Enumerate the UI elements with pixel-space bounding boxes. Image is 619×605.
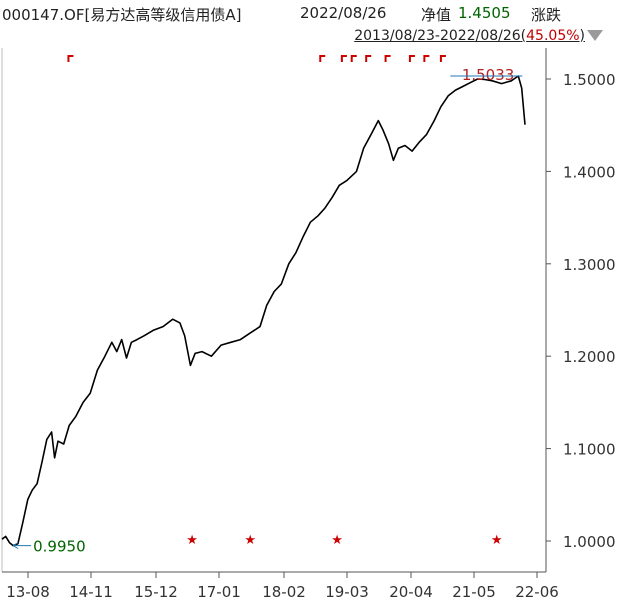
y-tick-label: 1.3000 [563, 256, 616, 274]
x-axis-ticks: 13-08 14-11 15-12 17-01 18-02 19-03 20-04 21-05… [6, 572, 559, 601]
x-tick-label: 19-03 [325, 583, 369, 601]
min-value-label: 0.9950 [33, 538, 85, 556]
y-tick-label: 1.2000 [563, 348, 616, 366]
x-tick-label: 17-01 [197, 583, 241, 601]
max-value-label: 1.5033 [462, 66, 515, 84]
date-range-selector[interactable]: 2013/08/23-2022/08/26(45.05%) [354, 28, 585, 44]
date-range-text: 2013/08/23-2022/08/26 [354, 28, 521, 44]
dividend-marker [319, 55, 326, 62]
chart-header: 000147.OF[易方达高等级信用债A] 2022/08/26 净值 1.45… [0, 0, 619, 26]
range-pct-close: ) [579, 28, 585, 44]
event-markers: ★ ★ ★ ★ [67, 55, 503, 548]
range-pct-open: ( [520, 28, 527, 44]
y-axis-ticks: 1.5000 1.4000 1.3000 1.2000 1.1000 1.0000 [546, 71, 616, 551]
dividend-marker [408, 55, 415, 62]
x-tick-label: 20-04 [389, 583, 433, 601]
star-marker: ★ [491, 533, 503, 548]
min-pointer-arrow [12, 542, 19, 550]
dividend-marker [350, 55, 357, 62]
dividend-marker [439, 55, 446, 62]
nav-label: 净值 [421, 6, 452, 24]
axes [1, 48, 547, 573]
dividend-marker [384, 55, 391, 62]
x-tick-label: 13-08 [6, 583, 50, 601]
change-label: 涨跌 [531, 6, 562, 24]
dividend-marker [365, 55, 372, 62]
x-tick-label: 15-12 [134, 583, 178, 601]
y-tick-label: 1.5000 [563, 71, 616, 89]
y-tick-label: 1.0000 [563, 533, 616, 551]
annotations: 1.5033 0.9950 [12, 66, 523, 556]
y-tick-label: 1.1000 [563, 441, 616, 459]
fund-title: 000147.OF[易方达高等级信用债A] [2, 6, 242, 24]
nav-series-line [1, 75, 526, 547]
range-return-pct: 45.05% [526, 28, 580, 44]
star-marker: ★ [186, 533, 198, 548]
x-tick-label: 18-02 [262, 583, 306, 601]
x-tick-label: 14-11 [69, 583, 113, 601]
dividend-marker [340, 55, 347, 62]
quote-date: 2022/08/26 [300, 4, 387, 22]
x-tick-label: 22-06 [515, 583, 559, 601]
dividend-marker [67, 55, 74, 62]
dividend-marker [423, 55, 430, 62]
y-tick-label: 1.4000 [563, 163, 616, 181]
x-tick-label: 21-05 [452, 583, 496, 601]
star-marker: ★ [331, 533, 343, 548]
triangle-down-icon[interactable] [587, 30, 603, 41]
series-group [1, 75, 526, 547]
nav-value: 1.4505 [458, 4, 511, 22]
star-marker: ★ [244, 533, 256, 548]
